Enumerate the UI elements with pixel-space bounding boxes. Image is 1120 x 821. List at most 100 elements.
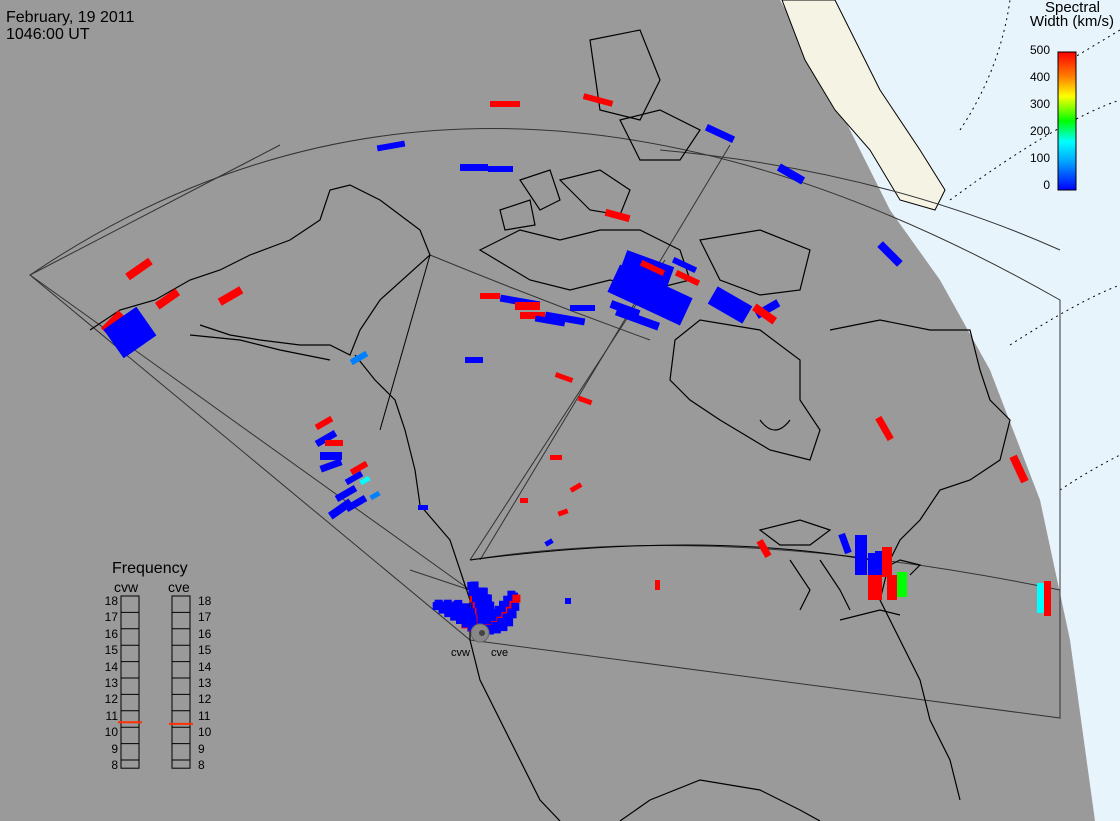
range-cell xyxy=(569,482,583,493)
range-cell xyxy=(467,607,476,616)
daylight-region xyxy=(780,0,1120,821)
frequency-tick-right: 8 xyxy=(198,758,205,772)
range-cell xyxy=(125,257,153,281)
range-cell xyxy=(319,458,343,473)
colorbar-title-line1: Spectral xyxy=(1044,0,1100,16)
frequency-title: Frequency xyxy=(112,560,188,577)
range-cell xyxy=(671,256,698,274)
range-cell xyxy=(492,625,501,634)
range-cell xyxy=(565,598,571,604)
radar-site-center xyxy=(479,630,485,636)
frequency-tick-left: 16 xyxy=(104,626,118,641)
frequency-tick-left: 15 xyxy=(104,643,118,658)
range-cell xyxy=(520,312,545,319)
colorbar-tick-300: 300 xyxy=(1029,97,1050,111)
range-cell xyxy=(320,452,342,460)
frequency-tick-right: 12 xyxy=(198,692,212,707)
frequency-tick-left: 12 xyxy=(104,692,118,707)
latitude-grid xyxy=(949,0,1120,491)
range-cell xyxy=(756,538,772,559)
range-cell xyxy=(454,599,463,608)
frequency-tick-left: 13 xyxy=(104,676,118,690)
scatter-cells xyxy=(100,93,1051,635)
range-cell xyxy=(359,475,371,486)
colorbar-tick-0: 0 xyxy=(1043,178,1050,192)
range-cell xyxy=(470,581,479,590)
frequency-tick-right: 13 xyxy=(198,676,212,690)
range-cell xyxy=(349,350,369,366)
frequency-col-cvw: cvw xyxy=(114,579,139,595)
range-cell xyxy=(557,508,569,517)
range-cell xyxy=(512,594,521,603)
range-cell xyxy=(887,575,897,600)
colorbar-title-line2: Width (km/s) xyxy=(1029,13,1114,30)
range-cell xyxy=(369,490,381,501)
date-label: February, 19 2011 xyxy=(6,9,135,26)
range-cell xyxy=(314,415,334,431)
range-cell xyxy=(1009,454,1029,484)
range-cell xyxy=(483,594,492,603)
time-label: 1046:00 UT xyxy=(6,26,90,43)
frequency-tick-right: 14 xyxy=(198,659,212,674)
range-cell xyxy=(461,603,470,612)
range-cell xyxy=(875,415,894,442)
frequency-tick-right: 15 xyxy=(198,643,212,658)
range-cell xyxy=(344,494,368,513)
frequency-tick-right: 16 xyxy=(198,626,212,641)
range-cell xyxy=(499,623,508,632)
range-cell xyxy=(897,572,907,597)
frequency-tick-left: 11 xyxy=(105,708,118,723)
frequency-tick-left: 18 xyxy=(104,594,118,608)
range-cell xyxy=(868,575,882,600)
range-cell xyxy=(460,164,488,171)
frequency-scales xyxy=(118,595,193,769)
range-cell xyxy=(515,302,540,310)
range-cell xyxy=(485,626,494,635)
colorbar-tick-400: 400 xyxy=(1029,70,1050,84)
range-cell xyxy=(334,484,358,503)
range-cell xyxy=(103,306,157,359)
range-cell xyxy=(505,618,514,627)
frequency-scale-box xyxy=(120,595,140,769)
range-cell xyxy=(577,395,593,406)
range-cell xyxy=(607,264,693,326)
range-cell xyxy=(325,440,343,446)
radar-label-cvw: cvw xyxy=(451,647,470,659)
range-cell xyxy=(314,429,338,448)
frequency-tick-left: 17 xyxy=(104,610,118,625)
range-cell xyxy=(614,307,661,331)
range-cell xyxy=(534,315,566,327)
range-cell xyxy=(511,602,520,611)
frequency-tick-left: 14 xyxy=(104,659,118,674)
colorbar xyxy=(1057,51,1077,191)
radar-label-cve: cve xyxy=(491,647,509,659)
range-cell xyxy=(434,599,443,608)
range-cell xyxy=(882,547,892,577)
range-cell xyxy=(751,303,778,325)
range-cell xyxy=(655,580,660,590)
range-cell xyxy=(486,601,495,610)
range-cell xyxy=(154,288,181,310)
range-cell xyxy=(604,208,631,223)
range-cell xyxy=(544,538,554,547)
frequency-tick-right: 18 xyxy=(198,594,212,608)
frequency-scale-box xyxy=(171,595,191,769)
frequency-tick-right: 9 xyxy=(198,741,205,756)
range-cell xyxy=(349,460,369,476)
range-cell xyxy=(838,532,852,555)
frequency-tick-left: 8 xyxy=(111,758,118,772)
range-cell xyxy=(443,599,452,608)
range-cell xyxy=(1044,581,1051,616)
range-cell xyxy=(570,305,595,311)
range-cell xyxy=(582,93,614,107)
frequency-tick-right: 11 xyxy=(198,708,211,723)
range-cell xyxy=(376,140,406,152)
range-cell xyxy=(479,587,488,596)
range-cell xyxy=(480,293,500,299)
range-cell xyxy=(508,610,517,619)
range-cell xyxy=(488,166,513,172)
range-cell xyxy=(776,163,806,185)
range-cell xyxy=(217,286,244,306)
range-cell xyxy=(877,241,903,267)
